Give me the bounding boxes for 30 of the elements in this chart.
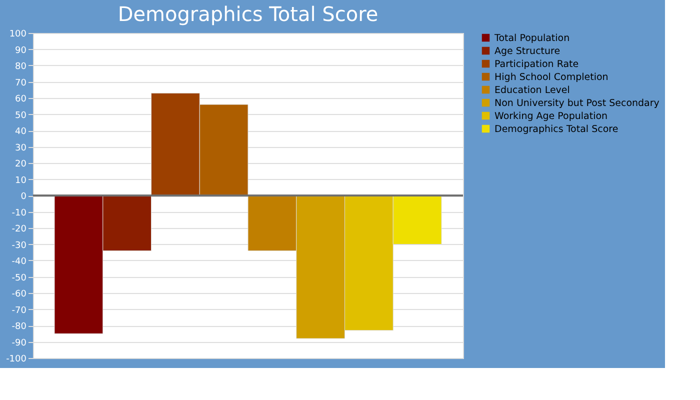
- y-tick-label: 10: [15, 176, 27, 186]
- y-tick-label: -90: [12, 338, 27, 348]
- y-tick-label: -80: [12, 322, 27, 332]
- chart-title: Demographics Total Score: [118, 2, 378, 26]
- legend-label: Total Population: [494, 32, 570, 44]
- legend-label: Participation Rate: [494, 58, 579, 70]
- legend-label: High School Completion: [494, 72, 608, 83]
- y-tick-label: 100: [9, 30, 27, 40]
- y-tick-label: 30: [15, 143, 27, 154]
- y-tick-label: 90: [15, 46, 27, 56]
- y-tick-label: -60: [12, 290, 27, 300]
- y-tick-label: -70: [12, 306, 27, 316]
- legend-label: Non University but Post Secondary: [494, 98, 660, 109]
- legend-label: Working Age Population: [494, 110, 608, 122]
- legend-label: Demographics Total Score: [494, 124, 618, 135]
- y-tick-label: -100: [6, 354, 27, 364]
- legend-label: Age Structure: [494, 46, 560, 57]
- y-tick-label: -20: [12, 224, 27, 234]
- y-tick-label: -40: [12, 257, 27, 267]
- legend-label: Education Level: [494, 84, 570, 96]
- y-tick-label: 70: [15, 78, 27, 88]
- y-tick-label: -30: [12, 240, 27, 251]
- y-tick-label: -50: [12, 273, 27, 284]
- y-tick-label: -10: [12, 208, 27, 218]
- y-tick-label: 60: [15, 94, 27, 104]
- y-tick-label: 40: [15, 127, 27, 137]
- y-tick-label: 80: [15, 62, 27, 72]
- y-tick-label: 20: [15, 160, 27, 170]
- y-tick-label: 50: [15, 110, 27, 121]
- y-tick-label: 0: [20, 192, 27, 202]
